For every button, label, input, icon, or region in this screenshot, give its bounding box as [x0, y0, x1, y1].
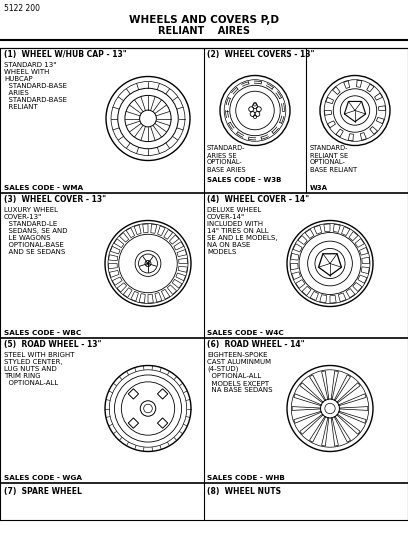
Text: LUXURY WHEEL
COVER-13"
  STANDARD-LE
  SEDANS, SE AND
  LE WAGONS
  OPTIONAL-BAS: LUXURY WHEEL COVER-13" STANDARD-LE SEDAN…	[4, 207, 67, 255]
Text: STANDARD-
RELIANT SE
OPTIONAL-
BASE RELIANT: STANDARD- RELIANT SE OPTIONAL- BASE RELI…	[310, 146, 357, 173]
Text: (3)  WHEEL COVER - 13": (3) WHEEL COVER - 13"	[4, 195, 106, 204]
Text: STANDARD 13"
WHEEL WITH
HUBCAP
  STANDARD-BASE
  ARIES
  STANDARD-BASE
  RELIANT: STANDARD 13" WHEEL WITH HUBCAP STANDARD-…	[4, 62, 67, 110]
Text: SALES CODE - WGA: SALES CODE - WGA	[4, 475, 82, 481]
Text: (6)  ROAD WHEEL - 14": (6) ROAD WHEEL - 14"	[207, 340, 305, 349]
Text: SALES CODE - W4C: SALES CODE - W4C	[207, 330, 284, 336]
Text: SALES CODE - W3B: SALES CODE - W3B	[207, 177, 282, 183]
Text: (5)  ROAD WHEEL - 13": (5) ROAD WHEEL - 13"	[4, 340, 102, 349]
Text: (2)  WHEEL COVERS - 13": (2) WHEEL COVERS - 13"	[207, 50, 315, 59]
Text: (8)  WHEEL NUTS: (8) WHEEL NUTS	[207, 487, 281, 496]
Text: STANDARD-
ARIES SE
OPTIONAL-
BASE ARIES: STANDARD- ARIES SE OPTIONAL- BASE ARIES	[207, 146, 246, 173]
Text: 5122 200: 5122 200	[4, 4, 40, 13]
Text: (1)  WHEEL W/HUB CAP - 13": (1) WHEEL W/HUB CAP - 13"	[4, 50, 127, 59]
Text: RELIANT    AIRES: RELIANT AIRES	[158, 26, 250, 36]
Text: WHEELS AND COVERS P,D: WHEELS AND COVERS P,D	[129, 15, 279, 25]
Text: SALES CODE - WBC: SALES CODE - WBC	[4, 330, 81, 336]
Text: SALES CODE - WHB: SALES CODE - WHB	[207, 475, 285, 481]
Text: SALES CODE - WMA: SALES CODE - WMA	[4, 185, 83, 191]
Text: (7)  SPARE WHEEL: (7) SPARE WHEEL	[4, 487, 82, 496]
Text: DELUXE WHEEL
COVER-14"
INCLUDED WITH
14" TIRES ON ALL
SE AND LE MODELS,
NA ON BA: DELUXE WHEEL COVER-14" INCLUDED WITH 14"…	[207, 207, 277, 255]
Text: EIGHTEEN-SPOKE
CAST ALUMINMUM
(4-STUD)
  OPTIONAL-ALL
  MODELS EXCEPT
  NA BASE : EIGHTEEN-SPOKE CAST ALUMINMUM (4-STUD) O…	[207, 352, 273, 393]
Text: STEEL WITH BRIGHT
STYLED CENTER,
LUG NUTS AND
TRIM RING
  OPTIONAL-ALL: STEEL WITH BRIGHT STYLED CENTER, LUG NUT…	[4, 352, 75, 386]
Text: W3A: W3A	[310, 185, 328, 191]
Text: (4)  WHEEL COVER - 14": (4) WHEEL COVER - 14"	[207, 195, 309, 204]
